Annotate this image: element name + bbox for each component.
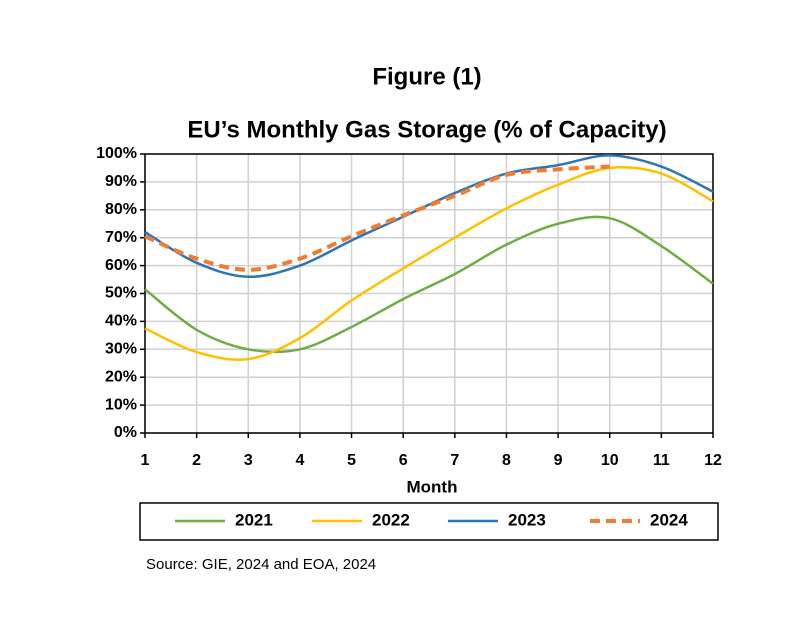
x-tick-label: 7 <box>450 452 459 469</box>
y-tick-label: 70% <box>105 229 137 246</box>
y-tick-label: 10% <box>105 396 137 413</box>
x-tick-label: 4 <box>295 452 304 469</box>
x-tick-label: 9 <box>554 452 563 469</box>
x-tick-label: 5 <box>347 452 356 469</box>
x-tick-label: 3 <box>244 452 253 469</box>
x-tick-label: 8 <box>502 452 511 469</box>
y-tick-label: 30% <box>105 341 137 358</box>
chart-title: EU’s Monthly Gas Storage (% of Capacity) <box>187 116 666 143</box>
series-line <box>144 164 610 272</box>
y-tick-label: 50% <box>105 285 137 302</box>
source: Source: GIE, 2024 and EOA, 2024 <box>146 556 376 573</box>
x-tick-label: 6 <box>399 452 408 469</box>
series-line <box>144 215 714 354</box>
x-tick-label: 1 <box>141 452 150 469</box>
y-tick-label: 90% <box>105 173 137 190</box>
x-tick-label: 11 <box>653 452 670 469</box>
y-tick-label: 60% <box>105 257 137 274</box>
y-tick-label: 20% <box>105 368 137 385</box>
legend-label: 2021 <box>235 510 273 529</box>
legend-label: 2022 <box>372 510 410 529</box>
y-tick-label: 0% <box>114 424 137 441</box>
legend-label: 2024 <box>650 510 688 529</box>
x-axis-label: Month <box>407 477 458 496</box>
legend-box <box>139 502 719 541</box>
series-line <box>144 154 714 279</box>
plot-frame <box>144 153 714 434</box>
legend-label: 2023 <box>508 510 546 529</box>
y-tick-label: 100% <box>96 145 137 162</box>
y-tick-label: 80% <box>105 201 137 218</box>
x-tick-label: 10 <box>601 452 619 469</box>
x-tick-label: 2 <box>192 452 201 469</box>
x-tick-label: 12 <box>704 452 722 469</box>
figure-label: Figure (1) <box>372 63 481 90</box>
y-tick-label: 40% <box>105 313 137 330</box>
series-line <box>144 166 714 361</box>
